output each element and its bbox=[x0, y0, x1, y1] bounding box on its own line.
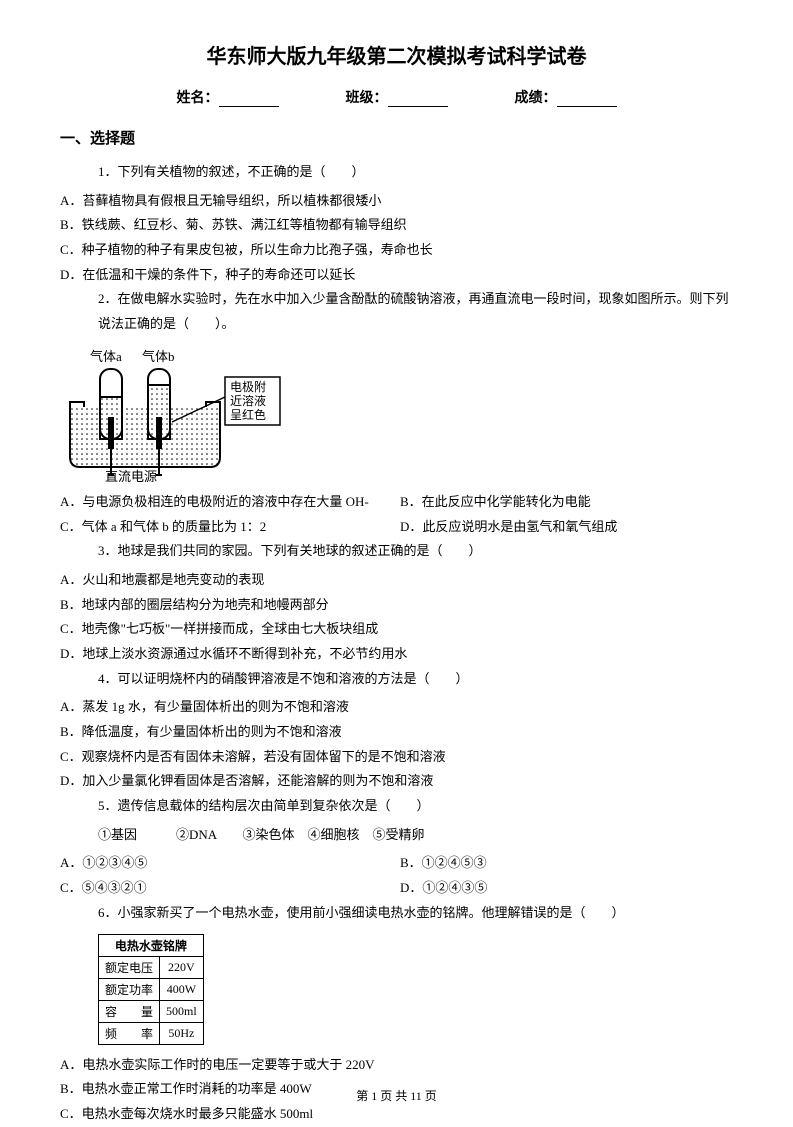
q6-stem: 6．小强家新买了一个电热水壶，使用前小强细读电热水壶的铭牌。他理解错误的是（ ） bbox=[98, 901, 733, 926]
name-blank[interactable] bbox=[219, 93, 279, 107]
q2-option-b: B．在此反应中化学能转化为电能 bbox=[400, 490, 733, 515]
info-row: 姓名： 班级： 成绩： bbox=[60, 87, 733, 107]
table-r1k: 额定电压 bbox=[99, 956, 160, 978]
q2-option-c: C．气体 a 和气体 b 的质量比为 1：2 bbox=[60, 515, 400, 540]
table-r3v: 500ml bbox=[160, 1000, 204, 1022]
diagram-label-b: 气体b bbox=[142, 349, 175, 364]
q5-option-a: A．①②③④⑤ bbox=[60, 851, 400, 876]
table-title: 电热水壶铭牌 bbox=[99, 934, 204, 956]
q4-option-c: C．观察烧杯内是否有固体未溶解，若没有固体留下的是不饱和溶液 bbox=[60, 745, 733, 770]
q3-option-a: A．火山和地震都是地壳变动的表现 bbox=[60, 568, 733, 593]
diagram-label-r2: 近溶液 bbox=[230, 393, 266, 408]
q2-stem: 2．在做电解水实验时，先在水中加入少量含酚酞的硫酸钠溶液，再通直流电一段时间，现… bbox=[98, 287, 733, 336]
q3-stem: 3．地球是我们共同的家园。下列有关地球的叙述正确的是（ ） bbox=[98, 539, 733, 564]
diagram-label-a: 气体a bbox=[90, 349, 122, 364]
table-r4k: 频 率 bbox=[99, 1022, 160, 1044]
q1-option-a: A．苔藓植物具有假根且无输导组织，所以植株都很矮小 bbox=[60, 189, 733, 214]
page-footer: 第 1 页 共 11 页 bbox=[0, 1087, 793, 1104]
q1-option-d: D．在低温和干燥的条件下，种子的寿命还可以延长 bbox=[60, 263, 733, 288]
q4-option-a: A．蒸发 1g 水，有少量固体析出的则为不饱和溶液 bbox=[60, 695, 733, 720]
q6-option-c: C．电热水壶每次烧水时最多只能盛水 500ml bbox=[60, 1102, 733, 1127]
diagram-label-r1: 电极附 bbox=[230, 380, 266, 394]
q1-stem: 1．下列有关植物的叙述，不正确的是（ ） bbox=[98, 160, 733, 185]
page-title: 华东师大版九年级第二次模拟考试科学试卷 bbox=[60, 40, 733, 69]
table-r1v: 220V bbox=[160, 956, 204, 978]
q1-option-c: C．种子植物的种子有果皮包被，所以生命力比孢子强，寿命也长 bbox=[60, 238, 733, 263]
q6-option-a: A．电热水壶实际工作时的电压一定要等于或大于 220V bbox=[60, 1053, 733, 1078]
name-label: 姓名： bbox=[177, 87, 219, 107]
q1-option-b: B．铁线蕨、红豆杉、菊、苏铁、满江红等植物都有输导组织 bbox=[60, 213, 733, 238]
q2-diagram: 气体a 气体b 直流电源 电极附 近溶液 呈红色 bbox=[60, 347, 300, 482]
q3-option-c: C．地壳像"七巧板"一样拼接而成，全球由七大板块组成 bbox=[60, 617, 733, 642]
diagram-label-bottom: 直流电源 bbox=[105, 469, 157, 482]
q5-option-b: B．①②④⑤③ bbox=[400, 851, 733, 876]
q4-stem: 4．可以证明烧杯内的硝酸钾溶液是不饱和溶液的方法是（ ） bbox=[98, 667, 733, 692]
q2-option-d: D．此反应说明水是由氢气和氧气组成 bbox=[400, 515, 733, 540]
score-label: 成绩： bbox=[515, 87, 557, 107]
table-r2k: 额定功率 bbox=[99, 978, 160, 1000]
q4-option-b: B．降低温度，有少量固体析出的则为不饱和溶液 bbox=[60, 720, 733, 745]
diagram-label-r3: 呈红色 bbox=[230, 407, 266, 422]
q3-option-b: B．地球内部的圈层结构分为地壳和地幔两部分 bbox=[60, 593, 733, 618]
q6-spec-table: 电热水壶铭牌 额定电压220V 额定功率400W 容 量500ml 频 率50H… bbox=[98, 934, 204, 1045]
table-r3k: 容 量 bbox=[99, 1000, 160, 1022]
class-label: 班级： bbox=[346, 87, 388, 107]
q5-stem: 5．遗传信息载体的结构层次由简单到复杂依次是（ ） bbox=[98, 794, 733, 819]
q5-option-c: C．⑤④③②① bbox=[60, 876, 400, 901]
q5-option-d: D．①②④③⑤ bbox=[400, 876, 733, 901]
table-r4v: 50Hz bbox=[160, 1022, 204, 1044]
q3-option-d: D．地球上淡水资源通过水循环不断得到补充，不必节约用水 bbox=[60, 642, 733, 667]
q5-subs: ①基因 ②DNA ③染色体 ④细胞核 ⑤受精卵 bbox=[98, 823, 733, 848]
q2-option-a: A．与电源负极相连的电极附近的溶液中存在大量 OH- bbox=[60, 490, 400, 515]
table-r2v: 400W bbox=[160, 978, 204, 1000]
class-blank[interactable] bbox=[388, 93, 448, 107]
section-1-title: 一、选择题 bbox=[60, 127, 733, 148]
q4-option-d: D．加入少量氯化钾看固体是否溶解，还能溶解的则为不饱和溶液 bbox=[60, 769, 733, 794]
score-blank[interactable] bbox=[557, 93, 617, 107]
